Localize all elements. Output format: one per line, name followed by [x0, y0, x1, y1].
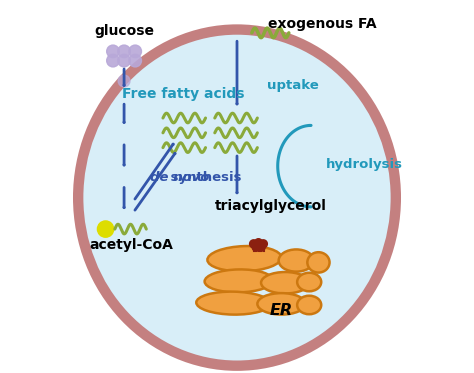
Circle shape — [255, 239, 263, 247]
Text: Free fatty acids: Free fatty acids — [122, 87, 245, 101]
Ellipse shape — [208, 246, 282, 271]
Text: ER: ER — [270, 303, 293, 318]
Circle shape — [129, 45, 141, 58]
Ellipse shape — [297, 273, 321, 291]
Ellipse shape — [83, 35, 391, 360]
Circle shape — [252, 243, 260, 251]
Ellipse shape — [73, 24, 401, 371]
Ellipse shape — [261, 272, 309, 294]
Circle shape — [118, 75, 130, 87]
Circle shape — [118, 45, 130, 58]
Text: glucose: glucose — [94, 24, 154, 38]
Text: triacylglycerol: triacylglycerol — [214, 200, 326, 213]
Text: uptake: uptake — [266, 79, 319, 92]
Circle shape — [259, 240, 267, 248]
Ellipse shape — [307, 252, 329, 273]
Text: synthesis: synthesis — [165, 170, 241, 184]
Ellipse shape — [279, 250, 314, 272]
Circle shape — [107, 45, 119, 58]
Ellipse shape — [257, 293, 305, 314]
Circle shape — [129, 54, 141, 67]
Circle shape — [250, 240, 258, 248]
Text: acetyl-CoA: acetyl-CoA — [90, 238, 173, 252]
Text: exogenous FA: exogenous FA — [268, 17, 376, 31]
Circle shape — [98, 221, 114, 237]
Ellipse shape — [196, 292, 270, 314]
Circle shape — [257, 243, 265, 251]
Circle shape — [118, 54, 130, 67]
Ellipse shape — [205, 269, 273, 292]
Text: de novo: de novo — [150, 170, 210, 184]
Text: hydrolysis: hydrolysis — [326, 158, 403, 171]
Circle shape — [107, 54, 119, 67]
Ellipse shape — [297, 296, 321, 314]
